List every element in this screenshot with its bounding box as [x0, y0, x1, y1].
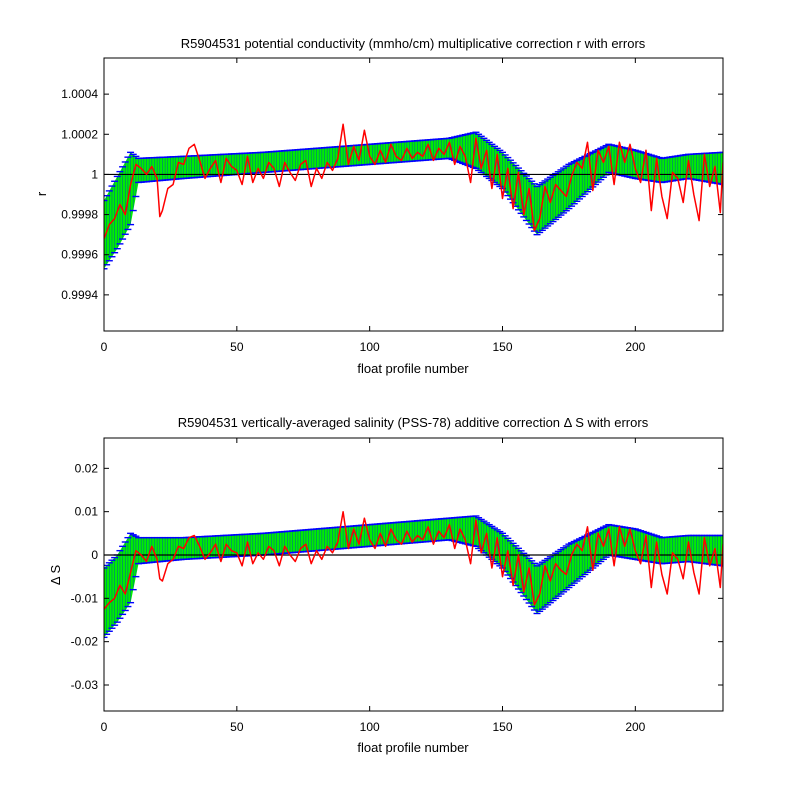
bottom-chart-x-tick-label: 100: [360, 720, 380, 734]
bottom-chart-x-axis-label: float profile number: [357, 740, 469, 755]
top-chart-error-bar: [573, 159, 581, 203]
bottom-chart-axes-box: [103, 437, 724, 712]
bottom-chart-measured-series-line: [104, 510, 723, 610]
bottom-chart-error-bar: [554, 550, 562, 597]
top-chart-error-bar: [525, 177, 533, 225]
top-chart-y-tick-label: 0.9996: [61, 248, 98, 262]
bottom-chart-error-bar: [493, 529, 501, 565]
bottom-chart-error-bar: [119, 545, 127, 616]
top-chart-y-tick-label: 0.9994: [61, 288, 98, 302]
top-chart-error-bar: [116, 170, 124, 245]
top-chart-x-tick-label: 150: [492, 340, 512, 354]
top-chart-x-axis-label: float profile number: [357, 361, 469, 376]
top-chart-error-bar: [560, 167, 568, 214]
top-chart-x-tick-label: 50: [230, 340, 244, 354]
top-chart-y-tick-label: 1: [91, 167, 98, 181]
top-chart-error-bar: [536, 183, 544, 234]
bottom-chart-title: R5904531 vertically-averaged salinity (P…: [178, 415, 649, 430]
bottom-chart-error-bar: [525, 557, 533, 604]
top-chart-error-bar: [557, 169, 565, 216]
bottom-chart-error-bar: [552, 552, 560, 600]
top-chart-y-tick-label: 0.9998: [61, 208, 98, 222]
bottom-chart-error-bar: [124, 536, 132, 608]
top-chart-error-bar: [719, 151, 723, 186]
bottom-chart-x-tick-label: 50: [230, 720, 244, 734]
bottom-chart-y-tick-label: -0.02: [71, 635, 99, 649]
top-chart-error-bar: [132, 155, 140, 198]
bottom-chart-y-tick-label: 0.02: [75, 461, 99, 475]
top-chart-title: R5904531 potential conductivity (mmho/cm…: [181, 36, 646, 51]
bottom-chart-panel: R5904531 vertically-averaged salinity (P…: [48, 415, 724, 755]
bottom-chart-y-tick-label: -0.01: [71, 591, 99, 605]
top-chart-error-bar: [483, 139, 491, 178]
bottom-chart-error-bar: [719, 534, 723, 567]
bottom-chart-error-bar: [544, 557, 552, 606]
bottom-chart-x-tick-label: 150: [492, 720, 512, 734]
bottom-chart-error-bar: [504, 537, 512, 576]
top-chart-error-bar: [562, 165, 570, 212]
bottom-chart-error-bar: [562, 545, 570, 591]
bottom-chart-y-tick-label: -0.03: [71, 678, 99, 692]
top-chart-ticks: 0 50 100 150 200 0.9994 0.9996 0.9998 1 1.0002 1.0…: [61, 58, 723, 354]
top-chart-marks: [104, 123, 723, 270]
top-chart-error-bar: [124, 156, 132, 231]
bottom-chart-error-bar: [121, 541, 129, 612]
top-chart-x-tick-label: 100: [360, 340, 380, 354]
top-chart-plot-area: [104, 123, 723, 270]
bottom-chart-error-bar: [108, 559, 116, 629]
bottom-chart-error-bar: [557, 548, 565, 595]
bottom-chart-error-bar: [573, 539, 581, 582]
top-chart-axes-box: [103, 57, 724, 332]
top-chart-y-axis-label: r: [34, 191, 49, 196]
bottom-chart-error-bar: [111, 556, 119, 626]
bottom-chart-error-bar: [116, 549, 124, 619]
top-chart-error-bar: [129, 153, 137, 212]
top-chart-error-bar: [554, 171, 562, 218]
top-chart-error-bar: [552, 172, 560, 221]
top-chart-measured-series-line: [104, 123, 723, 239]
top-chart-error-bar: [533, 185, 541, 236]
top-chart-error-bar: [119, 166, 127, 240]
bottom-chart-x-tick-label: 200: [625, 720, 645, 734]
bottom-chart-error-bar: [488, 525, 496, 561]
top-chart-y-tick-label: 1.0002: [61, 127, 98, 141]
bottom-chart-error-bar: [105, 562, 113, 632]
bottom-chart-marks: [104, 510, 723, 639]
top-chart-panel: R5904531 potential conductivity (mmho/cm…: [34, 36, 724, 376]
bottom-chart-error-bar: [568, 542, 576, 587]
top-chart-x-tick-label: 200: [625, 340, 645, 354]
bottom-chart-plot-area: [104, 510, 723, 639]
bottom-chart-error-bar: [533, 565, 541, 615]
top-chart-error-bar: [568, 162, 576, 207]
top-chart-error-bar: [549, 174, 557, 223]
bottom-chart-x-tick-label: 0: [101, 720, 108, 734]
bottom-chart-error-bar: [599, 526, 607, 561]
bottom-chart-error-bar: [132, 535, 140, 578]
bottom-chart-y-tick-label: 0.01: [75, 505, 99, 519]
top-chart-error-bar: [509, 162, 517, 204]
bottom-chart-y-axis-label: Δ S: [48, 565, 63, 586]
bottom-chart-error-bar: [576, 538, 584, 580]
top-chart-error-bar: [544, 178, 552, 227]
top-chart-y-tick-label: 1.0004: [61, 87, 98, 101]
top-chart-error-bar: [104, 199, 108, 270]
bottom-chart-error-bar: [104, 567, 108, 639]
bottom-chart-error-bar: [602, 525, 610, 558]
bottom-chart-error-bar: [538, 561, 546, 610]
top-chart-x-tick-label: 0: [101, 340, 108, 354]
bottom-chart-error-bar: [127, 532, 135, 604]
bottom-chart-y-tick-label: 0: [91, 548, 98, 562]
bottom-chart-error-bar: [536, 563, 544, 613]
top-chart-error-bar: [504, 156, 512, 197]
bottom-chart-error-bar: [597, 527, 605, 563]
